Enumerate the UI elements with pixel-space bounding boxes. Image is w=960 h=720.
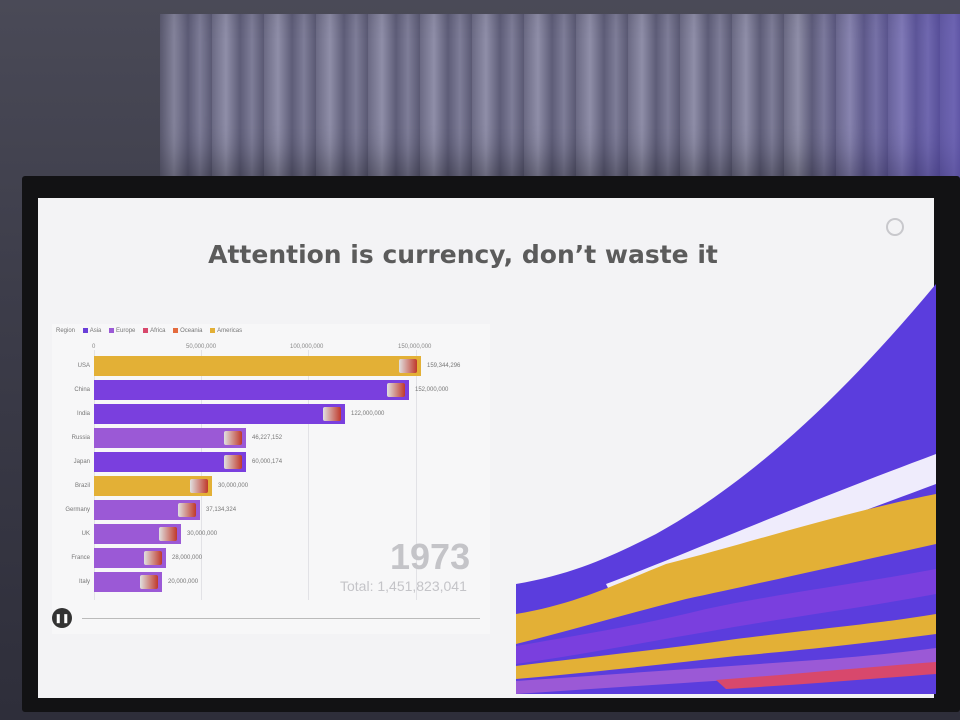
bar-value-label: 30,000,000: [218, 483, 249, 489]
axis-tick-label: 50,000,000: [186, 344, 217, 350]
country-label: Italy: [78, 579, 90, 585]
fr-flag-icon: [144, 551, 162, 565]
projected-slide: Attention is currency, don’t waste it Re…: [38, 198, 936, 698]
gridline: [308, 350, 309, 600]
bar-value-label: 37,134,324: [206, 507, 237, 513]
country-label: Russia: [71, 435, 90, 441]
streamgraph: [516, 284, 936, 694]
stage-curtain: [160, 14, 960, 184]
timeline-scrubber[interactable]: [82, 618, 480, 619]
legend-item-africa: Africa: [143, 328, 165, 334]
bar: [94, 404, 345, 424]
legend: Region Asia Europe Africa Oceania Americ…: [56, 328, 248, 334]
gridline: [201, 350, 202, 600]
bar-value-label: 152,000,000: [415, 387, 449, 393]
legend-item-oceania: Oceania: [173, 328, 202, 334]
stage-light-glow: [800, 14, 960, 184]
legend-title: Region: [56, 328, 76, 335]
bar-value-label: 46,227,152: [252, 435, 283, 441]
legend-item-europe: Europe: [109, 328, 135, 334]
legend-item-americas: Americas: [210, 328, 242, 334]
it-flag-icon: [140, 575, 158, 589]
country-label: UK: [81, 531, 90, 537]
bar: [94, 452, 246, 472]
bar: [94, 428, 246, 448]
bar-value-label: 28,000,000: [172, 555, 203, 561]
in-flag-icon: [323, 407, 341, 421]
uk-flag-icon: [159, 527, 177, 541]
refresh-icon: [886, 218, 904, 236]
country-label: France: [71, 555, 90, 561]
axis-tick-label: 0: [92, 344, 96, 350]
pause-button[interactable]: ❚❚: [52, 608, 72, 628]
country-label: China: [74, 387, 90, 393]
bar: [94, 356, 421, 376]
slide-title: Attention is currency, don’t waste it: [208, 240, 718, 269]
country-label: Japan: [73, 459, 90, 465]
axis-tick-label: 100,000,000: [290, 344, 324, 350]
axis-tick-label: 150,000,000: [398, 344, 432, 350]
bar: [94, 380, 409, 400]
br-flag-icon: [190, 479, 208, 493]
bar: [94, 500, 200, 520]
bar-value-label: 159,344,296: [427, 363, 461, 369]
country-label: Brazil: [74, 483, 90, 489]
jp-flag-icon: [224, 455, 242, 469]
bar-value-label: 60,000,174: [252, 459, 283, 465]
us-flag-icon: [399, 359, 417, 373]
bar-value-label: 20,000,000: [168, 579, 199, 585]
ru-flag-icon: [224, 431, 242, 445]
de-flag-icon: [178, 503, 196, 517]
year-label: 1973: [390, 536, 471, 577]
gridline: [416, 350, 417, 600]
country-label: USA: [77, 363, 90, 369]
bar-value-label: 30,000,000: [187, 531, 218, 537]
total-label: Total: 1,451,823,041: [340, 578, 467, 594]
country-label: India: [76, 411, 90, 417]
bar: [94, 476, 212, 496]
cn-flag-icon: [387, 383, 405, 397]
country-label: Germany: [65, 507, 90, 513]
gridline: [94, 350, 95, 600]
legend-item-asia: Asia: [82, 328, 101, 334]
bar-value-label: 122,000,000: [351, 411, 385, 417]
